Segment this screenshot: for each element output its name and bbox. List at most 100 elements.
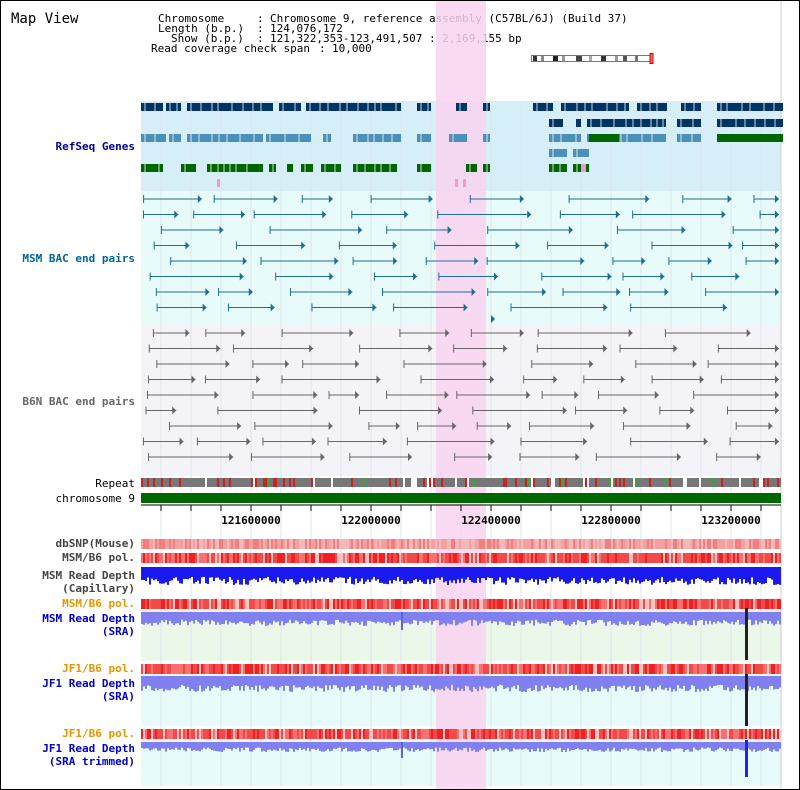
dbsnp-cell — [713, 539, 715, 549]
jf1-b6-pol-2-cell — [223, 729, 225, 739]
track-label-jf1-b6-pol[interactable]: JF1/B6 pol. — [62, 662, 135, 675]
jf1-b6-pol-2-cell — [295, 729, 297, 739]
track-label-jf1-depth-sra[interactable]: JF1 Read Depth — [42, 677, 135, 690]
dbsnp-cell — [395, 539, 397, 549]
chromosome-ideogram[interactable] — [531, 53, 655, 64]
track-label-msm-bac[interactable]: MSM BAC end pairs — [22, 252, 135, 265]
msm-b6-pol-sra-cell — [437, 599, 439, 609]
track-label-msm-depth-cap[interactable]: MSM Read Depth — [42, 569, 135, 582]
track-label-jf1-b6-pol-2[interactable]: JF1/B6 pol. — [62, 727, 135, 740]
msm-b6-pol-sra-cell — [191, 599, 193, 609]
track-label-msm-b6-pol[interactable]: MSM/B6 pol. — [62, 551, 135, 564]
jf1-b6-pol-2-cell — [143, 729, 145, 739]
dbsnp-cell — [521, 539, 523, 549]
jf1-sra-depth-bar — [705, 676, 707, 689]
msm-b6-pol-cell — [251, 553, 253, 563]
dbsnp-cell — [231, 539, 233, 549]
msm-sra-depth-bar — [533, 612, 535, 626]
repeat-block — [571, 478, 573, 487]
dbsnp-cell — [563, 539, 565, 549]
msm-cap-depth-bar — [177, 567, 179, 581]
msm-b6-pol-cell — [535, 553, 537, 563]
jf1-sra-depth-bar — [775, 676, 777, 690]
msm-b6-pol-sra-cell — [195, 599, 197, 609]
msm-b6-pol-sra-cell — [165, 599, 167, 609]
msm-b6-pol-sra-cell — [467, 599, 469, 609]
jf1-sra-depth-bar — [607, 676, 609, 692]
repeat-block — [265, 478, 267, 487]
track-label-refseq[interactable]: RefSeq Genes — [55, 140, 135, 153]
msm-b6-pol-sra-cell — [589, 599, 591, 609]
dbsnp-cell — [613, 539, 615, 549]
repeat-block — [589, 478, 591, 487]
msm-sra-depth-bar — [521, 612, 523, 625]
msm-cap-depth-bar — [465, 567, 467, 580]
msm-b6-pol-sra-cell — [623, 599, 625, 609]
jf1-b6-pol-cell — [495, 664, 497, 674]
repeat-block — [249, 478, 251, 487]
msm-cap-depth-bar — [169, 567, 171, 582]
jf1-b6-pol-cell — [279, 664, 281, 674]
jf1-sra-depth-bar — [475, 676, 477, 689]
repeat-block — [333, 478, 335, 487]
jf1-b6-pol-2-cell — [173, 729, 175, 739]
jf1-trim-depth-bar — [385, 742, 387, 749]
jf1-sra-depth-bar — [779, 676, 781, 688]
msm-sra-depth-bar — [775, 612, 777, 625]
msm-sra-depth-bar — [457, 612, 459, 625]
jf1-trim-depth-bar — [313, 742, 315, 749]
jf1-b6-pol-cell — [223, 664, 225, 674]
msm-b6-pol-cell — [375, 553, 377, 563]
jf1-b6-pol-cell — [553, 664, 555, 674]
msm-sra-depth-bar — [245, 612, 247, 624]
track-label-msm-b6-pol-sra[interactable]: MSM/B6 pol. — [62, 597, 135, 610]
jf1-trim-depth-bar — [565, 742, 567, 752]
msm-b6-pol-sra-cell — [275, 599, 277, 609]
repeat-block — [505, 478, 507, 487]
repeat-block — [359, 478, 361, 487]
msm-b6-pol-sra-cell — [179, 599, 181, 609]
track-label-b6n-bac[interactable]: B6N BAC end pairs — [22, 395, 135, 408]
msm-bac-end-pair — [664, 288, 669, 296]
track-label-dbsnp[interactable]: dbSNP(Mouse) — [55, 537, 135, 550]
jf1-b6-pol-cell — [297, 664, 299, 674]
jf1-sra-depth-bar — [225, 676, 227, 691]
jf1-sra-depth-bar — [143, 676, 145, 687]
msm-b6-pol-sra-cell — [239, 599, 241, 609]
msm-bac-end-pair — [205, 288, 210, 296]
dbsnp-cell — [167, 539, 169, 549]
msm-b6-pol-sra-cell — [365, 599, 367, 609]
msm-b6-pol-sra-cell — [319, 599, 321, 609]
repeat-block — [583, 478, 585, 487]
info-length-key: Length (b.p.) — [158, 22, 245, 35]
repeat-block — [377, 478, 379, 487]
msm-sra-depth-bar — [493, 612, 495, 622]
dbsnp-cell — [349, 539, 351, 549]
b6n-bac-end-pair — [246, 437, 251, 446]
msm-cap-depth-bar — [591, 567, 593, 578]
msm-b6-pol-cell — [527, 553, 529, 563]
msm-cap-depth-bar — [291, 567, 293, 580]
jf1-trim-depth-bar — [439, 742, 441, 748]
jf1-trim-depth-bar — [351, 742, 353, 752]
repeat-block — [633, 478, 635, 487]
msm-sra-depth-bar — [653, 612, 655, 623]
repeat-block — [289, 478, 291, 487]
jf1-b6-pol-cell — [263, 664, 265, 674]
dbsnp-cell — [657, 539, 659, 549]
jf1-trim-depth-bar — [147, 742, 149, 749]
msm-cap-depth-bar — [685, 567, 687, 582]
msm-bac-end-pair — [447, 226, 452, 234]
refseq-gene — [466, 164, 477, 172]
jf1-b6-pol-cell — [373, 664, 375, 674]
dbsnp-cell — [205, 539, 207, 549]
track-label-jf1-depth-trim[interactable]: JF1 Read Depth — [42, 742, 135, 755]
jf1-trim-depth-bar — [723, 742, 725, 751]
msm-sra-depth-bar — [699, 612, 701, 621]
msm-bac-end-pair — [707, 257, 712, 265]
track-label-msm-depth-sra[interactable]: MSM Read Depth — [42, 612, 135, 625]
jf1-b6-pol-cell — [629, 664, 631, 674]
msm-sra-depth-bar — [743, 612, 745, 625]
jf1-trim-depth-bar — [759, 742, 761, 751]
